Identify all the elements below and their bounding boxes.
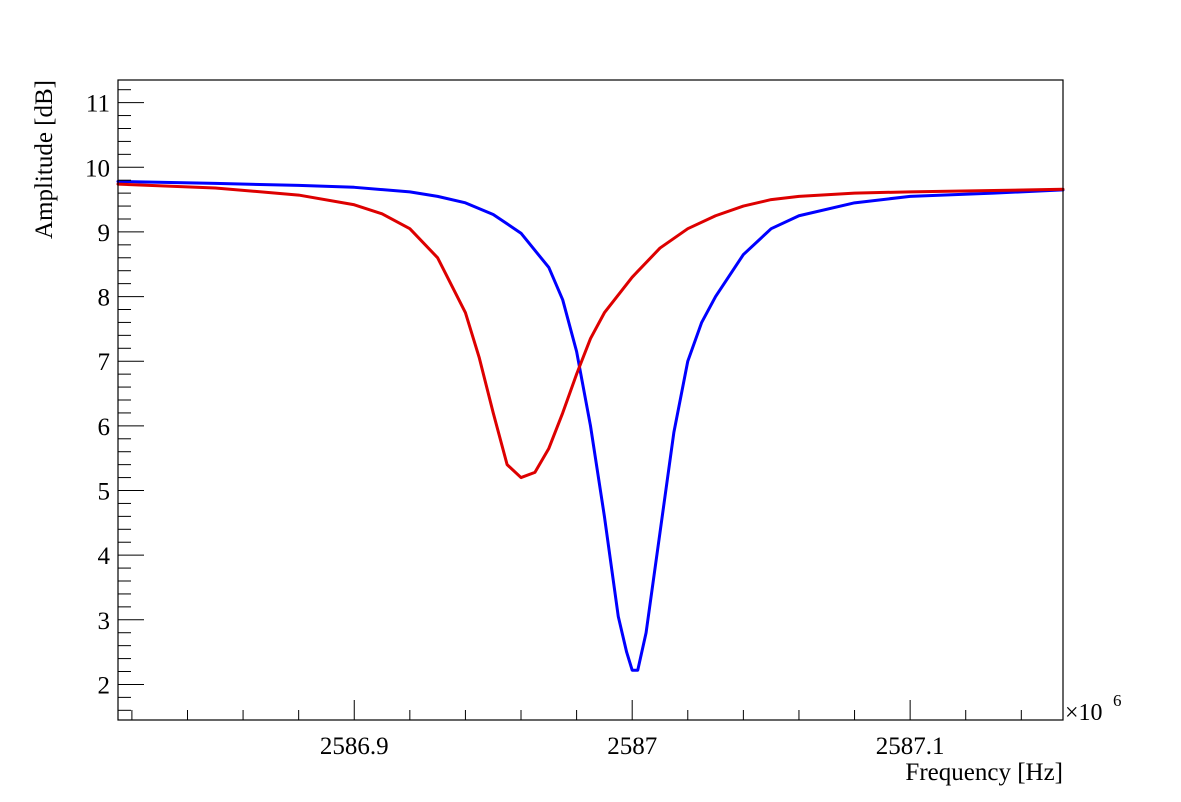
y-tick-label: 5 [98, 479, 111, 506]
y-tick-label: 2 [98, 672, 111, 699]
y-tick-label: 10 [85, 155, 110, 182]
series-curves [116, 179, 1065, 672]
series-line-2 [116, 182, 1065, 480]
plot-area-frame [117, 79, 1064, 721]
x-tick-label: 2587 [607, 733, 657, 760]
x-axis-multiplier-exponent: 6 [1113, 691, 1122, 710]
y-tick-label: 3 [98, 608, 111, 635]
y-tick-label: 4 [98, 543, 111, 570]
series-line-1 [116, 179, 1065, 672]
x-axis-multiplier: ×10 [1065, 700, 1103, 726]
tick-labels: 2 3 4 5 6 7 8 9 10 11 2586.9 2587 2587.1 [85, 91, 945, 760]
y-axis-title: Amplitude [dB] [31, 80, 58, 239]
y-tick-label: 8 [98, 285, 111, 312]
x-axis-title: Frequency [Hz] [905, 759, 1063, 786]
y-tick-label: 7 [98, 349, 111, 376]
x-tick-label: 2586.9 [320, 733, 389, 760]
y-tick-label: 11 [86, 91, 110, 118]
y-tick-label: 9 [98, 220, 111, 247]
x-tick-label: 2587.1 [876, 733, 945, 760]
axis-ticks [118, 89, 1022, 720]
y-tick-label: 6 [98, 414, 111, 441]
